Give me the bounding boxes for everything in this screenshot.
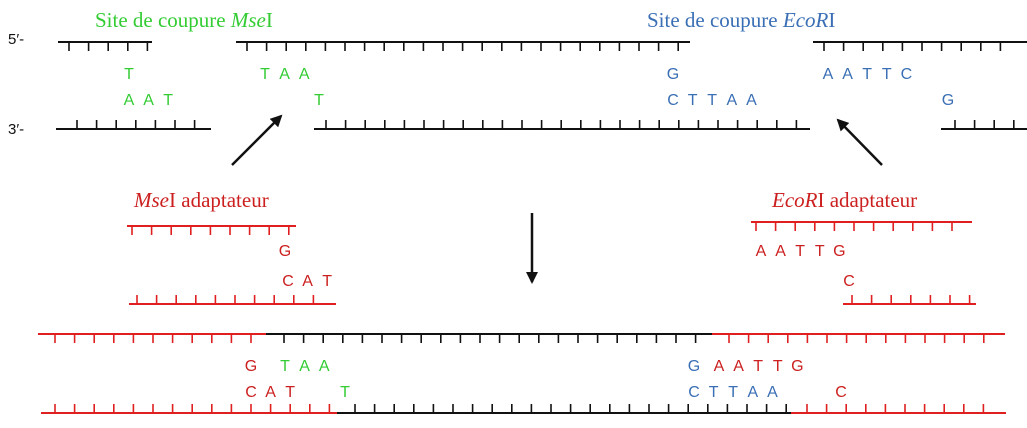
result-bottom-red-left (41, 404, 337, 414)
base-eco-right-top-0: A (823, 66, 834, 83)
mse-site-label-enzyme: Mse (230, 8, 266, 32)
eco-site-label-suffix: I (828, 8, 835, 32)
result-top-red-right (712, 333, 1005, 343)
base-result-top-green-2: A (319, 358, 330, 375)
mse-site-label: Site de coupure MseI (95, 8, 273, 32)
base-bottom-left-0: A (124, 92, 135, 109)
base-eco-right-top-2: T (862, 66, 872, 83)
base-adapter-eco-top-4: G (833, 243, 845, 260)
base-result-top-green-0: T (280, 358, 290, 375)
base-adapter-mse-bottom-0: C (282, 273, 294, 290)
eco-adapter-bottom (843, 295, 976, 305)
base-result-bottom-red-left-0: C (245, 384, 257, 401)
base-result-top-red-right-0: A (714, 358, 725, 375)
base-adapter-mse-bottom-1: A (302, 273, 313, 290)
eco-adapter-label-suffix: I adaptateur (817, 188, 917, 212)
bottom-strand-right (941, 120, 1027, 130)
base-adapter-mse-top-0: G (279, 243, 291, 260)
base-result-top-green-1: A (299, 358, 310, 375)
mse-site-label-prefix: Site de coupure (95, 8, 231, 32)
base-eco-right-bottom-0: G (942, 92, 954, 109)
arrow-to-mse-site (231, 114, 283, 166)
base-mse-top-2: A (299, 66, 310, 83)
five-prime-label: 5′- (8, 31, 24, 48)
base-eco-mid-bottom-3: A (726, 92, 737, 109)
top-strand-right (813, 41, 1027, 51)
top-strand-left (58, 41, 152, 51)
base-result-top-blue-0: G (688, 358, 700, 375)
base-eco-mid-top-0: G (667, 66, 679, 83)
base-adapter-eco-bottom-0: C (843, 273, 855, 290)
result-top-red-left (38, 333, 266, 343)
base-result-bottom-green-0: T (340, 384, 350, 401)
mse-adapter-top (127, 225, 296, 235)
eco-site-label-prefix: Site de coupure (647, 8, 783, 32)
base-adapter-eco-top-2: T (795, 243, 805, 260)
base-result-bottom-blue-0: C (688, 384, 700, 401)
base-eco-right-top-4: C (901, 66, 913, 83)
base-result-top-red-right-3: T (773, 358, 783, 375)
top-strand-middle (236, 41, 690, 51)
base-mse-top-1: A (279, 66, 290, 83)
mse-adapter-label-enzyme: Mse (133, 188, 169, 212)
bottom-strand-left (56, 120, 211, 130)
base-result-bottom-blue-4: A (767, 384, 778, 401)
base-result-bottom-red-left-1: A (265, 384, 276, 401)
base-adapter-eco-top-0: A (756, 243, 767, 260)
eco-adapter-label-enzyme: EcoR (771, 188, 818, 212)
dna-strands (38, 41, 1027, 414)
base-mse-top-0: T (260, 66, 270, 83)
result-top-black (266, 333, 712, 343)
base-eco-mid-bottom-2: T (707, 92, 717, 109)
eco-adapter-label: EcoRI adaptateur (771, 188, 917, 212)
base-result-bottom-red-right-0: C (835, 384, 847, 401)
base-result-bottom-red-left-2: T (285, 384, 295, 401)
base-adapter-mse-bottom-2: T (322, 273, 332, 290)
base-result-bottom-blue-1: T (709, 384, 719, 401)
base-top-left-0: T (124, 66, 134, 83)
eco-adapter-top (751, 221, 972, 231)
base-bottom-left-2: T (163, 92, 173, 109)
base-result-top-red-left-0: G (245, 358, 257, 375)
result-bottom-red-right (791, 404, 1006, 414)
base-eco-mid-bottom-4: A (746, 92, 757, 109)
base-eco-mid-bottom-0: C (667, 92, 679, 109)
base-adapter-eco-top-1: A (775, 243, 786, 260)
base-result-top-red-right-2: T (753, 358, 763, 375)
mse-adapter-label: MseI adaptateur (133, 188, 269, 212)
base-result-top-red-right-1: A (733, 358, 744, 375)
base-result-top-red-right-4: G (791, 358, 803, 375)
mse-site-label-suffix: I (266, 8, 273, 32)
base-eco-right-top-3: T (882, 66, 892, 83)
base-adapter-eco-top-3: T (815, 243, 825, 260)
base-result-bottom-blue-2: T (728, 384, 738, 401)
base-mse-bottom-0: T (314, 92, 324, 109)
eco-site-label: Site de coupure EcoRI (647, 8, 835, 32)
result-bottom-black (337, 404, 791, 414)
arrow-to-eco-site (836, 118, 883, 166)
three-prime-label: 3′- (8, 121, 24, 138)
mse-adapter-bottom (129, 295, 336, 305)
base-result-bottom-blue-3: A (747, 384, 758, 401)
base-bottom-left-1: A (143, 92, 154, 109)
mse-adapter-label-suffix: I adaptateur (169, 188, 269, 212)
eco-site-label-enzyme: EcoR (782, 8, 829, 32)
base-eco-right-top-1: A (842, 66, 853, 83)
base-eco-mid-bottom-1: T (688, 92, 698, 109)
bottom-strand-middle (314, 120, 810, 130)
